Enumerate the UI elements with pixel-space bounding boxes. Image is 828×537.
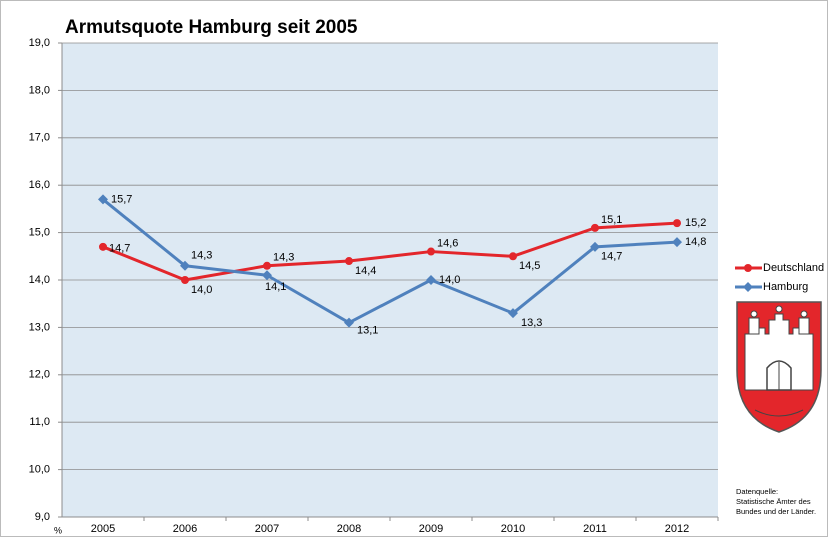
y-tick-label: 14,0: [29, 274, 50, 286]
data-label: 14,7: [601, 251, 622, 263]
circle-marker: [345, 257, 353, 266]
circle-marker: [591, 223, 599, 232]
data-label: 14,1: [265, 281, 286, 293]
diamond-marker: [743, 282, 753, 292]
y-tick-label: 15,0: [29, 227, 50, 239]
source-note: Datenquelle:: [736, 487, 778, 496]
x-tick-label: 2005: [91, 523, 115, 535]
diamond-marker: [98, 194, 108, 205]
y-tick-label: 16,0: [29, 179, 50, 191]
data-label: 14,3: [191, 250, 212, 262]
circle-marker: [673, 219, 681, 228]
data-label: 13,1: [357, 325, 378, 337]
series-line: [102, 198, 678, 325]
coat-of-arms: [736, 301, 822, 433]
data-label: 14,8: [685, 236, 706, 248]
data-label: 15,7: [111, 193, 132, 205]
y-tick-label: 17,0: [29, 132, 50, 144]
data-label: 13,3: [521, 317, 542, 329]
diamond-marker: [426, 275, 436, 285]
y-tick-label: 10,0: [29, 464, 50, 476]
y-tick-label: 11,0: [29, 416, 50, 428]
data-label: 14,3: [273, 252, 294, 264]
data-label: 14,0: [191, 284, 212, 296]
data-label: 14,4: [355, 265, 376, 277]
y-tick-label: 13,0: [29, 321, 50, 333]
y-tick-label: 12,0: [29, 369, 50, 381]
y-tick-label: 18,0: [29, 84, 50, 96]
diamond-marker: [262, 270, 272, 281]
data-label: 14,0: [439, 274, 460, 286]
data-label: 14,7: [109, 243, 130, 255]
legend-label: Deutschland: [763, 262, 824, 274]
diamond-marker: [590, 241, 600, 252]
circle-marker: [427, 247, 435, 256]
x-tick-label: 2006: [173, 523, 197, 535]
circle-marker: [99, 242, 107, 251]
y-tick-label: 9,0: [35, 511, 50, 523]
x-tick-label: 2011: [583, 523, 607, 535]
diamond-marker: [344, 317, 354, 328]
circle-marker: [744, 264, 752, 272]
diamond-marker: [508, 308, 518, 319]
chart-title: Armutsquote Hamburg seit 2005: [65, 17, 358, 38]
data-label: 15,1: [601, 214, 622, 226]
series-line: [102, 221, 678, 282]
x-tick-label: 2007: [255, 523, 279, 535]
circle-marker: [263, 261, 271, 270]
y-axis-label: %: [54, 525, 62, 535]
diamond-marker: [672, 237, 682, 248]
x-tick-label: 2008: [337, 523, 361, 535]
y-tick-label: 19,0: [29, 37, 50, 49]
circle-marker: [181, 276, 189, 284]
x-tick-label: 2010: [501, 523, 525, 535]
data-label: 14,5: [519, 260, 540, 272]
x-tick-label: 2009: [419, 523, 443, 535]
x-tick-label: 2012: [665, 523, 689, 535]
circle-marker: [509, 252, 517, 261]
data-label: 14,6: [437, 237, 458, 249]
source-note: Statistische Ämter des: [736, 497, 811, 506]
data-label: 15,2: [685, 217, 706, 229]
diamond-marker: [180, 260, 190, 271]
source-note: Bundes und der Länder.: [736, 507, 816, 516]
legend-label: Hamburg: [763, 281, 808, 293]
